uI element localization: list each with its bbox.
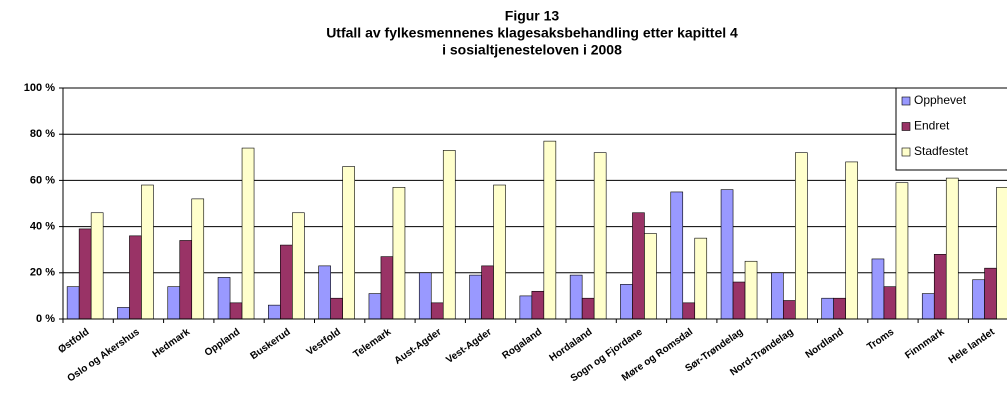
bar bbox=[632, 212, 645, 320]
bar bbox=[241, 147, 255, 320]
x-tick-label: Buskerud bbox=[248, 327, 292, 362]
bar bbox=[720, 189, 734, 320]
bar bbox=[268, 304, 281, 320]
bar bbox=[945, 177, 959, 320]
bar bbox=[682, 302, 696, 320]
bar bbox=[368, 293, 382, 320]
bar bbox=[330, 297, 343, 320]
bar bbox=[933, 254, 947, 320]
bar bbox=[732, 281, 746, 320]
legend-box bbox=[895, 87, 1007, 171]
y-tick-label: 60 % bbox=[30, 174, 55, 186]
bar bbox=[795, 152, 808, 320]
y-tick-label: 80 % bbox=[30, 128, 55, 140]
x-tick-label: Aust-Agder bbox=[393, 327, 444, 367]
legend-label: Endret bbox=[914, 119, 950, 133]
bar bbox=[292, 212, 305, 320]
bar bbox=[129, 235, 142, 320]
y-tick-label: 0 % bbox=[36, 313, 55, 325]
bar bbox=[984, 267, 997, 320]
bar bbox=[543, 140, 557, 320]
x-tick-label: Hordaland bbox=[548, 327, 595, 364]
chart-title: Utfall av fylkesmennenes klagesaksbehand… bbox=[326, 25, 738, 41]
bar bbox=[593, 152, 607, 320]
bar bbox=[167, 286, 181, 320]
legend-swatch bbox=[901, 96, 911, 106]
y-tick-label: 20 % bbox=[30, 267, 55, 279]
bar bbox=[442, 150, 456, 320]
x-tick-label: Troms bbox=[865, 326, 896, 352]
bar bbox=[883, 286, 897, 320]
bar bbox=[845, 161, 858, 320]
bar bbox=[481, 265, 494, 320]
bar bbox=[833, 297, 846, 320]
x-tick-label: Vestfold bbox=[305, 327, 343, 358]
bar bbox=[229, 302, 243, 320]
bar bbox=[179, 240, 193, 320]
bar bbox=[670, 191, 684, 320]
bar bbox=[783, 300, 796, 320]
y-tick-label: 100 % bbox=[24, 82, 55, 94]
bar bbox=[895, 182, 909, 320]
bar bbox=[392, 187, 406, 320]
bar bbox=[581, 297, 595, 320]
bar bbox=[469, 274, 482, 320]
bar bbox=[694, 237, 708, 320]
y-tick-label: 40 % bbox=[30, 221, 55, 233]
x-tick-label: Østfold bbox=[56, 327, 91, 356]
bar bbox=[342, 166, 355, 320]
bar bbox=[921, 293, 935, 320]
bar bbox=[996, 187, 1007, 320]
x-tick-label: Finnmark bbox=[903, 326, 947, 361]
x-tick-label: Oppland bbox=[203, 327, 243, 359]
bar bbox=[217, 277, 231, 320]
bar bbox=[78, 228, 92, 320]
bar bbox=[280, 244, 293, 320]
bar bbox=[972, 279, 985, 320]
chart-title: Figur 13 bbox=[505, 8, 560, 24]
bar bbox=[117, 307, 130, 320]
x-tick-label: Telemark bbox=[351, 326, 393, 360]
bar bbox=[821, 297, 834, 320]
bar bbox=[66, 286, 80, 320]
bar bbox=[744, 260, 758, 320]
x-tick-label: Hedmark bbox=[151, 326, 193, 360]
bar bbox=[380, 256, 394, 320]
bar bbox=[569, 274, 583, 320]
x-tick-label: Rogaland bbox=[500, 327, 544, 362]
bar bbox=[90, 212, 104, 320]
bar bbox=[493, 184, 506, 320]
legend-swatch bbox=[901, 122, 911, 131]
bar bbox=[531, 290, 545, 320]
bar bbox=[644, 233, 657, 320]
bar bbox=[430, 302, 444, 320]
bar bbox=[620, 284, 633, 320]
bar bbox=[519, 295, 533, 320]
x-tick-label: Nordland bbox=[804, 327, 846, 361]
chart-title: i sosialtjenesteloven i 2008 bbox=[442, 42, 622, 58]
legend-swatch bbox=[901, 147, 911, 157]
bar bbox=[191, 198, 205, 320]
bar bbox=[871, 258, 885, 320]
legend-label: Opphevet bbox=[914, 93, 967, 107]
x-tick-label: Vest-Agder bbox=[444, 327, 494, 366]
bar bbox=[318, 265, 331, 320]
bar bbox=[418, 272, 432, 320]
bar bbox=[771, 272, 784, 320]
x-tick-label: Hele landet bbox=[947, 326, 998, 366]
legend-label: Stadfestet bbox=[914, 144, 969, 158]
bar bbox=[141, 184, 154, 320]
